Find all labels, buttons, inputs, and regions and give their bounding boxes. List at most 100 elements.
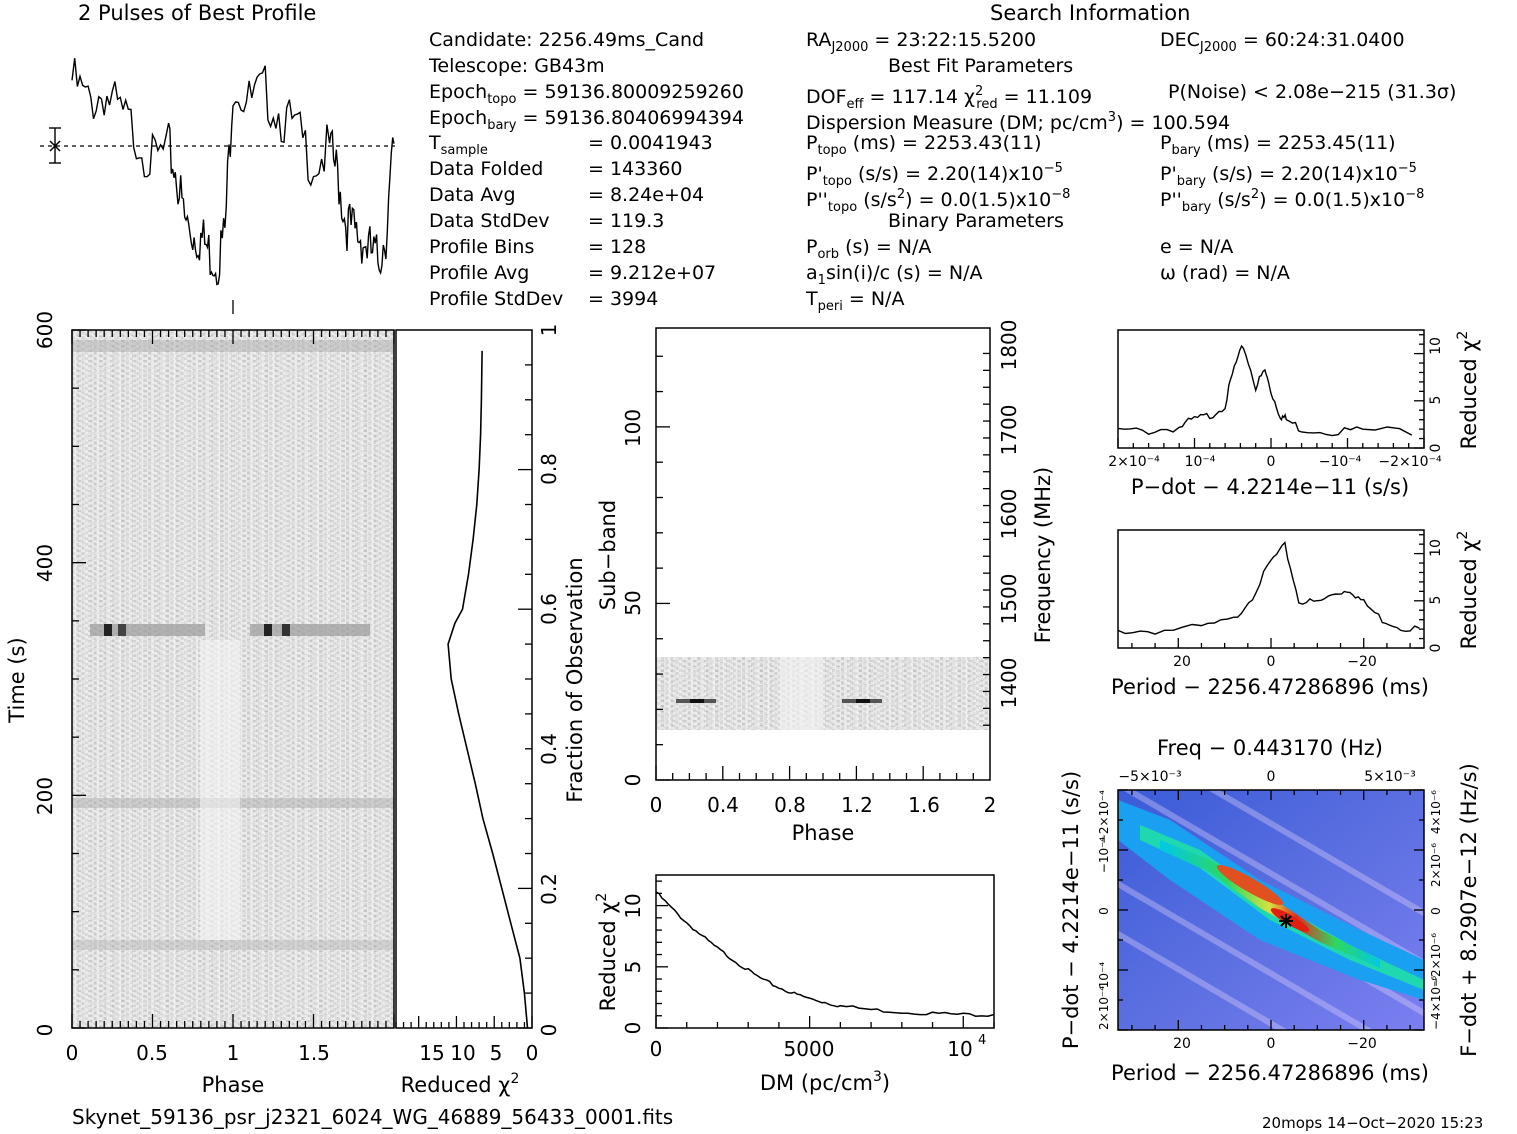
best-fit-marker [1279,914,1293,928]
dm-line-text: Dispersion Measure (DM; pc/cm3) = 100.59… [806,110,1231,134]
t-peri-line: Tperi = N/A [806,288,905,314]
tick-pey-0: 0 [1428,644,1444,653]
time-phase-plot [71,300,395,1029]
ecc-line: e = N/A [1160,236,1234,258]
tick-ppy-m2e-4: −2×10⁻⁴ [1097,790,1111,844]
xlabel-reduced-chi2: Reduced χ2 [401,1071,520,1097]
ylabel-ppdot-pdot: P−dot − 4.2214e−11 (s/s) [1059,771,1083,1049]
tick-ppy-1e-4: 10⁻⁴ [1097,962,1111,989]
ylabel-ppdot-fdot: F−dot + 8.2907e−12 (Hz/s) [1457,763,1481,1057]
ylabel-dm-chi2: Reduced χ2 [594,893,620,1012]
tick-pdot-0: 0 [1267,454,1276,470]
xlabel-pdot: P−dot − 4.2214e−11 (s/s) [1131,475,1409,499]
axis-labels: Phase Reduced χ2 Time (s) Fraction of Ob… [5,331,1481,1097]
omega-line: ω (rad) = N/A [1160,262,1290,284]
tick-frac-0-6: 0.6 [537,593,561,625]
ylabel-fraction: Fraction of Observation [563,557,587,802]
tick-pp-20: 20 [1173,1036,1191,1052]
tsample-value: = 0.0041943 [588,132,713,154]
data-stddev-value: = 119.3 [588,210,665,232]
tick-freq-5e-3: 5×10⁻³ [1364,769,1415,785]
tick-pey-5: 5 [1428,596,1444,605]
tick-time-200: 200 [33,777,57,815]
tick-labels: 0 0.5 1 1.5 15 10 5 0 0 200 400 600 0 0.… [33,311,1021,1065]
tick-pey-10: 10 [1428,539,1444,557]
tick-phase-0-5: 0.5 [136,1041,168,1065]
xlabel-phase: Phase [202,1073,265,1097]
ylabel-period-chi2: Reduced χ2 [1455,531,1481,650]
profile-errorbar [49,127,61,164]
tick-time-600: 600 [33,311,57,349]
tick-pdy-0: 0 [1428,444,1444,453]
tick-per-20: 20 [1173,654,1191,670]
p-orb-line: Porb (s) = N/A [806,236,932,262]
tick-per-m20: −20 [1347,654,1377,670]
dec-line: DECJ2000 = 60:24:31.0400 [1160,29,1405,55]
filename: Skynet_59136_psr_j2321_6024_WG_46889_564… [72,1105,674,1129]
tick-frac-0-2: 0.2 [537,873,561,905]
pdot-plot [1117,329,1425,449]
tick-sb-50: 50 [621,590,645,615]
tick-chi-10: 10 [450,1041,475,1065]
profile-bins-label: Profile Bins [429,236,535,258]
pnoise-line: P(Noise) < 2.08e−215 (31.3σ) [1168,81,1457,103]
tick-phase-1: 1 [227,1041,240,1065]
dof-line: DOFeff = 117.14 χ2red = 11.109 [806,84,1093,112]
profile-line [71,58,395,286]
tick-sbp-0: 0 [650,793,663,817]
tick-sb-100: 100 [621,409,645,447]
ylabel-subband: Sub−band [596,500,620,610]
chi2-fraction-plot [395,329,533,1029]
profile-avg-label: Profile Avg [429,262,530,284]
period-plot [1117,529,1425,649]
profile-title: 2 Pulses of Best Profile [78,1,317,25]
tick-freq-0: 0 [1267,769,1276,785]
tick-sb-0: 0 [621,774,645,787]
tick-time-400: 400 [33,544,57,582]
epoch-bary-line: Epochbary = 59136.80406994394 [429,107,744,133]
pdd-topo-line: P''topo (s/s2) = 0.0(1.5)x10−8 [806,187,1071,215]
tick-pp-m20: −20 [1347,1036,1377,1052]
tick-ppy-0: 0 [1097,907,1111,915]
ylabel-time: Time (s) [5,637,29,723]
tick-sbp-2: 2 [984,793,997,817]
small-tick-labels: 2×10⁻⁴ 10⁻⁴ 0 −10⁻⁴ −2×10⁻⁴ 0 5 10 20 0 … [1097,337,1444,1052]
chi2-fraction-line [447,350,529,1029]
tick-chi-15: 15 [419,1041,444,1065]
ra-line: RAJ2000 = 23:22:15.5200 [806,29,1037,55]
tick-dmy-0: 0 [621,1022,645,1035]
tick-ppy-m1e-4: −10⁻⁴ [1097,837,1111,874]
tick-pdot-2e-4: 2×10⁻⁴ [1108,454,1160,470]
tick-sbp-1-2: 1.2 [841,793,873,817]
tick-phase-1-5: 1.5 [298,1041,330,1065]
tsample-label: Tsample [429,132,488,158]
tick-fdy-4e-6: 4×10⁻⁶ [1429,790,1443,834]
telescope-line: Telescope: GB43m [429,55,605,77]
epoch-topo-line: Epochtopo = 59136.80009259260 [429,81,744,107]
tick-freq-1400: 1400 [997,658,1021,709]
pdd-bary-line: P''bary (s/s2) = 0.0(1.5)x10−8 [1160,187,1425,215]
candidate-line: Candidate: 2256.49ms_Cand [429,29,705,51]
data-avg-label: Data Avg [429,184,516,206]
tick-pdot-m1e-4: −10⁻⁴ [1319,454,1362,470]
tick-frac-0-4: 0.4 [537,733,561,765]
tick-pp-0: 0 [1267,1036,1276,1052]
dm-plot [655,874,995,1029]
tick-dmy-10: 10 [621,893,645,918]
timestamp: 20mops 14−Oct−2020 15:23 [1262,1114,1484,1132]
tick-freq-m5e-3: −5×10⁻³ [1118,769,1181,785]
profile-stddev-value: = 3994 [588,288,659,310]
profile-panel [40,58,395,286]
a1sini-line: a1sin(i)/c (s) = N/A [806,262,983,288]
tick-dm-10000: 10 [947,1037,972,1061]
tick-ppy-2e-4: 2×10⁻⁴ [1097,986,1111,1030]
tick-phase-0: 0 [66,1041,79,1065]
tick-frac-1: 1 [537,324,561,337]
tick-time-0: 0 [33,1024,57,1037]
tick-sbp-0-4: 0.4 [707,793,739,817]
period-chi2-line [1117,541,1420,635]
tick-frac-0-8: 0.8 [537,453,561,485]
tick-freq-1600: 1600 [997,489,1021,540]
profile-avg-value: = 9.212e+07 [588,262,717,284]
